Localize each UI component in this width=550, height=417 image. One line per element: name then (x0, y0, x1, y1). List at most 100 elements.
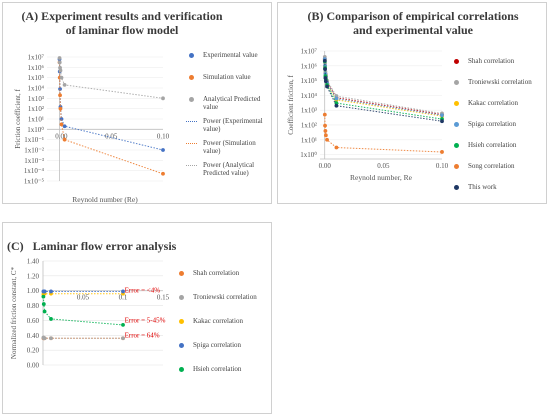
y-tick-label: 1x10⁶ (28, 64, 45, 72)
legend-label: Troniewski correlation (193, 293, 257, 301)
y-tick-label: 1x10¹ (301, 136, 317, 144)
y-tick-label: 0.20 (27, 347, 40, 355)
data-point-analytical-predicted-value (58, 68, 63, 73)
panel-b-title-line1: Comparison of empirical correlations (326, 9, 519, 23)
data-point-experimental-value (161, 148, 165, 152)
chart-a-plot: 1x10⁷ 1x10⁶ 1x10⁵ 1x10⁴ 1x10³ 1x10² 1x10¹ 1x10⁰… (14, 54, 170, 205)
legend-label: Analytical Predicted value (203, 95, 261, 111)
legend-swatch (179, 295, 184, 300)
legend-swatch (186, 165, 197, 166)
x-tick-label: 0.05 (377, 162, 390, 170)
data-point-this-work (323, 67, 327, 71)
legend-label: Hsieh correlation (468, 141, 517, 149)
legend-swatch (454, 80, 459, 85)
y-tick-label: 1x10⁻⁴ (24, 167, 45, 175)
panel-b: 1x10⁷ 1x10⁶ 1x10⁵ 1x10⁴ 1x10³ 1x10² 1x10¹ 1x10⁰… (277, 2, 547, 204)
legend-swatch (179, 271, 184, 276)
panel-a-title-line1: Experiment results and verification (41, 9, 223, 23)
x-tick-label: 0.00 (55, 132, 68, 140)
data-point-hsieh-correlation (41, 302, 46, 306)
legend-label: Spiga correlation (193, 341, 242, 349)
y-tick-label: 1x10² (301, 121, 317, 129)
panel-b-title-line2: and experimental value (353, 23, 473, 37)
y-tick-label: 1x10¹ (28, 116, 44, 124)
data-point-song-correlation (440, 150, 444, 154)
trendline-song-correlation (324, 114, 443, 153)
data-point-experimental-value (59, 117, 64, 121)
chart-b-plot: 1x10⁷ 1x10⁶ 1x10⁵ 1x10⁴ 1x10³ 1x10² 1x10¹ 1x10⁰… (287, 48, 449, 183)
y-tick-label: 1x10⁻² (24, 147, 44, 155)
trendline-troniewski-correlation (324, 56, 443, 114)
x-tick-label: 0.05 (77, 294, 90, 302)
legend-label: Spiga correlation (468, 120, 517, 128)
legend-label: Simulation value (203, 73, 251, 81)
trendline-analytical-predicted-value (59, 57, 164, 99)
legend-label: Shah correlation (468, 57, 515, 65)
chart-c-legend: Shah correlation Troniewski correlation Ka… (179, 269, 271, 409)
data-point-troniewski-correlation (49, 336, 53, 341)
y-tick-label: 1x10³ (28, 95, 44, 103)
y-tick-label: 1x10⁴ (28, 85, 45, 93)
legend-swatch (454, 122, 459, 127)
data-point-analytical-predicted-value (57, 56, 62, 60)
y-axis-title: Normalized friction constant, C* (10, 266, 18, 359)
x-tick-label: 0.15 (157, 294, 170, 302)
data-point-this-work (440, 119, 444, 124)
legend-label: Hsieh correlation (193, 365, 242, 373)
data-point-spiga-correlation (440, 113, 444, 118)
data-point-troniewski-correlation (42, 336, 47, 341)
x-tick-label: 0.10 (157, 132, 170, 140)
x-tick-label: 0.10 (436, 162, 449, 170)
error-annotation: Error = <4% (125, 287, 161, 295)
data-point-spiga-correlation (42, 289, 47, 294)
legend-swatch (454, 101, 459, 106)
trendline-simulation-value (59, 62, 164, 175)
y-axis-title: Friction coefficient, f (14, 89, 22, 149)
y-tick-label: 0.00 (27, 362, 40, 370)
y-axis-title: Coefficient friction, f (287, 75, 295, 135)
data-point-spiga-correlation (121, 289, 125, 294)
legend-swatch (454, 185, 459, 190)
y-tick-label: 1.00 (27, 287, 40, 295)
x-axis-title: Reynold number, Re (350, 173, 413, 182)
data-point-this-work (323, 79, 328, 84)
panel-c-label: (C) (7, 239, 24, 253)
y-tick-label: 0.60 (27, 317, 40, 325)
panel-b-label: (B) (307, 9, 324, 23)
data-point-simulation-value (62, 137, 67, 142)
panel-c: 0.00 0.20 0.40 0.60 0.80 1.00 1.20 1.40 0.05 0.1 0… (2, 222, 272, 414)
y-tick-label: 1x10⁵ (28, 74, 45, 82)
data-point-experimental-value (58, 87, 62, 91)
y-tick-label: 1x10⁰ (27, 126, 44, 134)
data-point-song-correlation (325, 137, 329, 142)
data-point-simulation-value (161, 171, 165, 176)
chart-c-plot: 0.00 0.20 0.40 0.60 0.80 1.00 1.20 1.40 0.05 0.1 0… (10, 258, 170, 370)
data-point-this-work (325, 84, 329, 89)
data-point-analytical-predicted-value (59, 75, 64, 80)
legend-label: Song correlation (468, 162, 515, 170)
legend-swatch (189, 75, 194, 80)
legend-label: Power (Analytical Predicted value) (203, 161, 255, 177)
data-point-this-work (322, 58, 327, 63)
data-point-analytical-predicted-value (57, 60, 62, 65)
data-point-hsieh-correlation (121, 322, 125, 327)
panel-a-title-line2: of laminar flow model (65, 23, 179, 37)
y-tick-label: 1x10⁷ (28, 54, 45, 62)
legend-swatch (454, 164, 459, 169)
legend-label: Kakac correlation (193, 317, 243, 325)
legend-swatch (179, 319, 184, 324)
data-point-song-correlation (334, 145, 339, 150)
legend-label: This work (468, 183, 497, 191)
data-point-analytical-predicted-value (62, 82, 67, 87)
data-point-song-correlation (323, 123, 327, 128)
panel-a: 1x10⁷ 1x10⁶ 1x10⁵ 1x10⁴ 1x10³ 1x10² 1x10¹ 1x10⁰… (2, 2, 272, 204)
data-point-experimental-value (62, 124, 67, 129)
y-tick-label: 0.80 (27, 302, 40, 310)
error-annotation: Error = 64% (125, 331, 160, 339)
chart-a-legend: Experimental value Simulation value Analyt… (186, 51, 273, 201)
data-point-song-correlation (323, 133, 328, 138)
error-annotation: Error = 5-45% (125, 316, 166, 324)
data-point-this-work (334, 103, 339, 108)
legend-swatch (454, 59, 459, 64)
y-tick-label: 1x10⁷ (301, 48, 318, 56)
